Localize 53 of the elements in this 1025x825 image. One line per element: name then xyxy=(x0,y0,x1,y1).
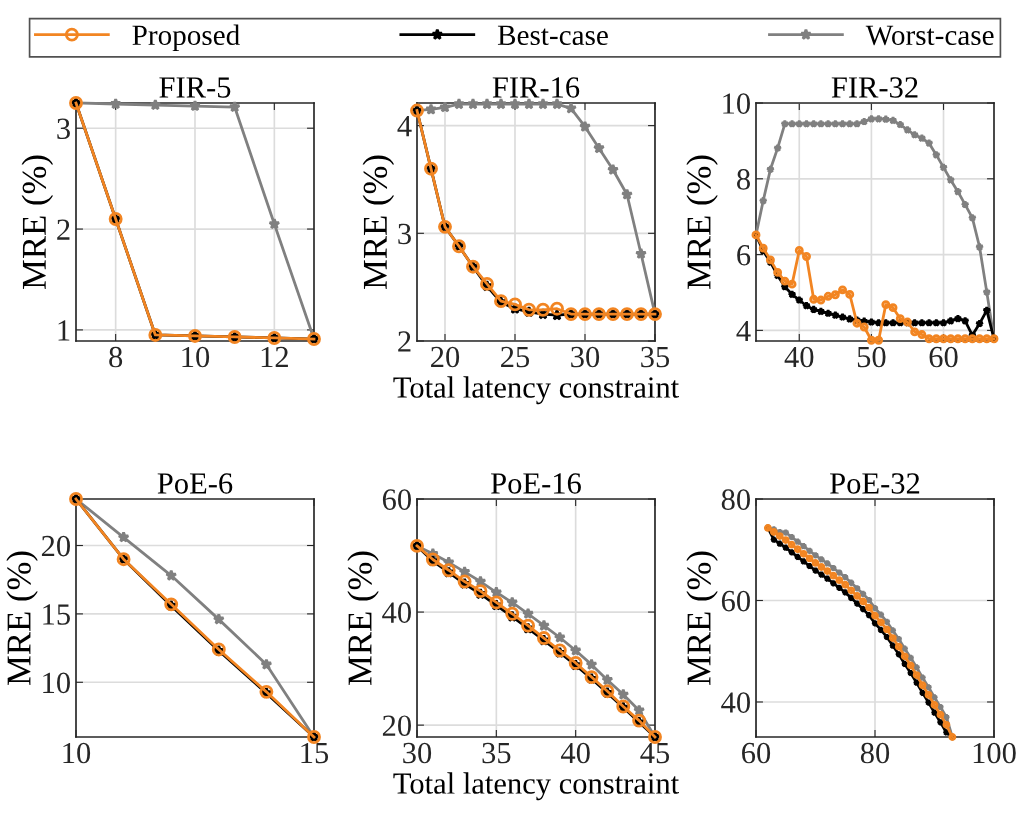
chart-title: PoE-16 xyxy=(491,473,581,494)
y-tick-label: 20 xyxy=(382,715,411,737)
y-tick-label: 2 xyxy=(398,331,411,352)
y-axis-title: MRE (%) xyxy=(21,155,54,289)
x-tick-label: 20 xyxy=(431,346,460,368)
chart-title: FIR-5 xyxy=(159,77,231,98)
chart-title: PoE-6 xyxy=(157,473,233,494)
y-axis-title: MRE (%) xyxy=(686,155,718,289)
chart-title: PoE-32 xyxy=(830,473,920,494)
y-tick-label: 4 xyxy=(736,320,751,341)
y-tick-label: 80 xyxy=(721,489,750,510)
y-tick-label: 40 xyxy=(721,692,750,713)
y-tick-label: 15 xyxy=(43,604,70,625)
y-tick-label: 2 xyxy=(57,219,70,240)
y-axis-title: MRE (%) xyxy=(6,551,38,685)
y-tick-label: 6 xyxy=(737,244,751,266)
y-tick-label: 10 xyxy=(723,93,750,114)
chart-title: FIR-32 xyxy=(831,77,918,98)
x-tick-label: 60 xyxy=(929,346,958,368)
x-tick-label: 80 xyxy=(860,742,890,764)
x-tick-label: 15 xyxy=(301,742,329,764)
x-tick-label: 10 xyxy=(182,346,210,368)
x-axis-title: Total latency constraint xyxy=(393,376,679,405)
y-tick-label: 40 xyxy=(382,602,411,623)
x-tick-label: 35 xyxy=(482,742,511,764)
x-tick-label: 12 xyxy=(261,346,288,368)
x-tick-label: 40 xyxy=(784,346,814,368)
x-tick-label: 45 xyxy=(640,742,670,764)
x-tick-label: 35 xyxy=(641,346,670,368)
chart-title: FIR-16 xyxy=(492,77,580,98)
legend-label: Worst-case xyxy=(865,25,994,46)
x-tick-label: 100 xyxy=(973,742,1016,764)
y-tick-label: 3 xyxy=(57,118,70,140)
y-tick-label: 60 xyxy=(382,489,411,510)
x-tick-label: 30 xyxy=(571,346,600,368)
y-tick-label: 10 xyxy=(43,672,70,694)
legend-label: Proposed xyxy=(132,24,240,52)
x-tick-label: 30 xyxy=(403,742,432,764)
legend-label: Best-case xyxy=(497,25,608,46)
x-tick-label: 8 xyxy=(109,346,123,368)
y-tick-label: 8 xyxy=(737,169,750,190)
x-tick-label: 40 xyxy=(560,742,590,764)
y-axis-title: MRE (%) xyxy=(686,551,718,685)
y-axis-title: MRE (%) xyxy=(362,155,395,289)
y-tick-label: 4 xyxy=(397,116,412,137)
x-tick-label: 50 xyxy=(857,346,886,368)
y-axis-title: MRE (%) xyxy=(347,551,379,685)
y-tick-label: 60 xyxy=(721,590,750,612)
y-tick-label: 3 xyxy=(398,223,411,245)
y-tick-label: 1 xyxy=(58,320,70,341)
x-tick-label: 25 xyxy=(501,346,530,368)
y-tick-label: 20 xyxy=(41,535,70,557)
x-axis-title: Total latency constraint xyxy=(393,772,679,801)
